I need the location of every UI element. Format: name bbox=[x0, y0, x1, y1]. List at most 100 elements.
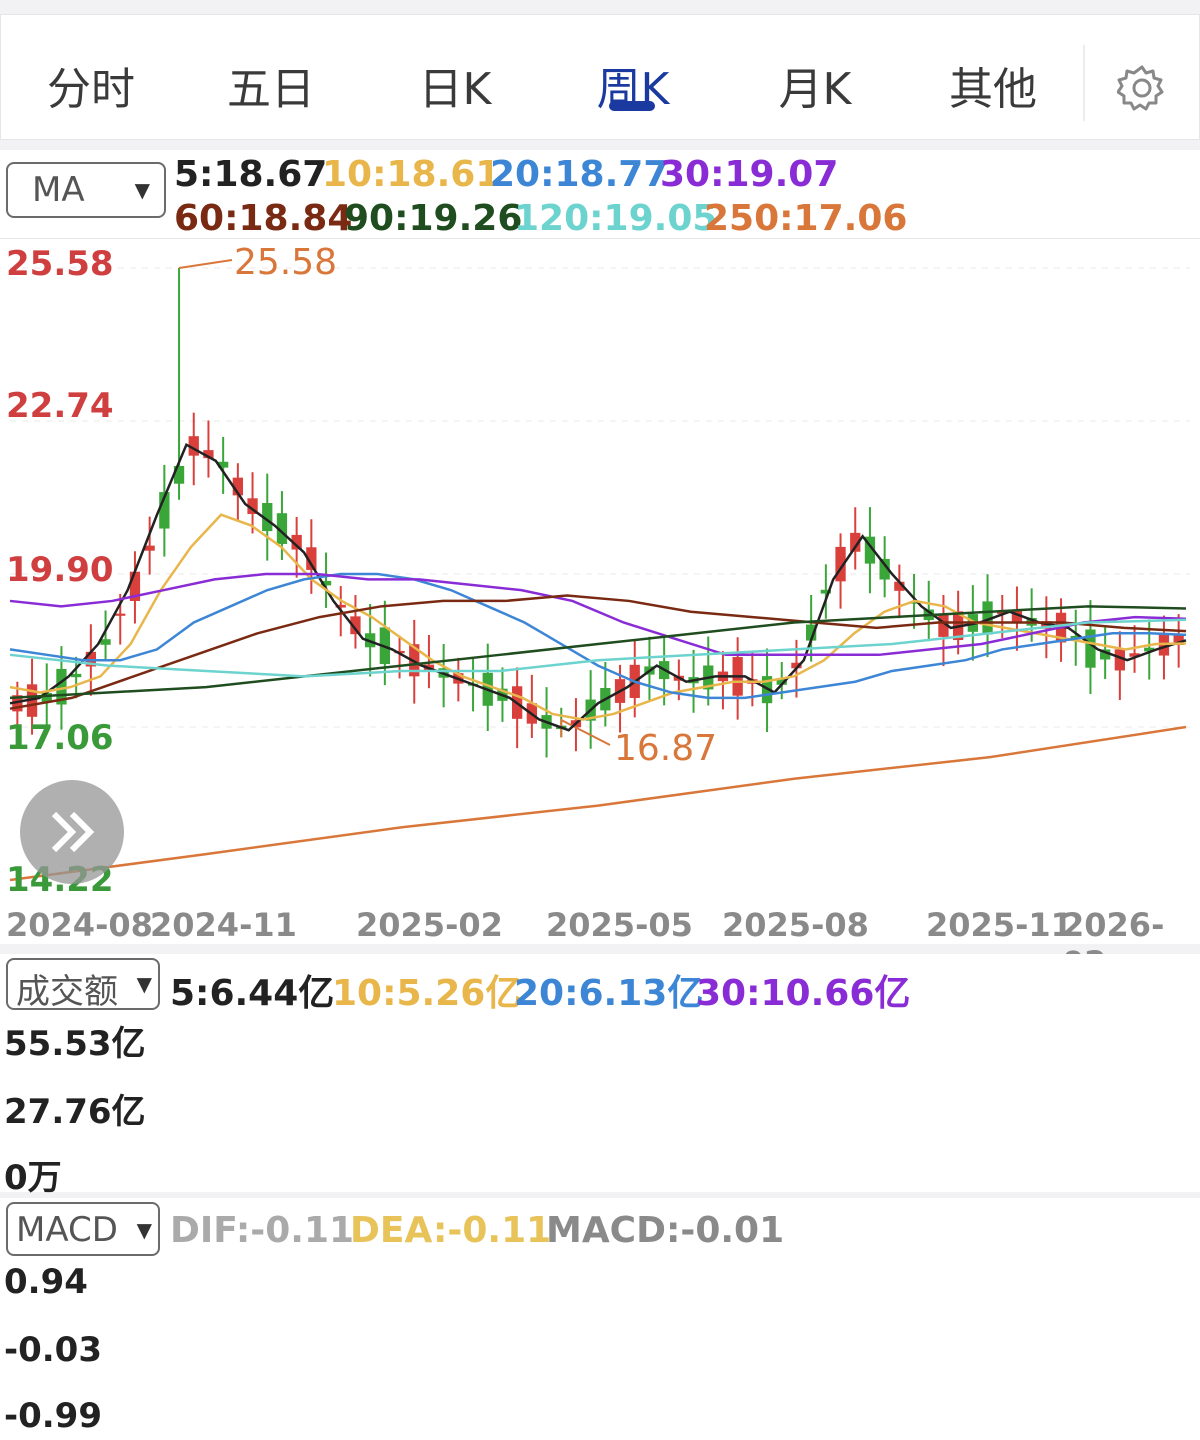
candle-body bbox=[129, 571, 141, 601]
candle-body bbox=[997, 611, 1008, 615]
macd-header bbox=[0, 1198, 1200, 1258]
candle-body bbox=[12, 695, 23, 712]
macd-legend: MACD:-0.01 bbox=[546, 1210, 785, 1251]
chevron-down-icon: ▼ bbox=[136, 1218, 152, 1242]
candle-body bbox=[1085, 629, 1096, 668]
chevron-down-icon: ▼ bbox=[136, 972, 152, 996]
low-annotation-leader bbox=[560, 718, 611, 746]
ma-line-30 bbox=[9, 572, 1187, 657]
candle-body bbox=[144, 545, 155, 551]
ma-line-60 bbox=[9, 594, 1187, 710]
candle-body bbox=[982, 601, 993, 635]
candle-body bbox=[41, 692, 52, 703]
candle-body bbox=[26, 684, 38, 717]
candle-body bbox=[56, 668, 67, 705]
ma-selector-label: MA bbox=[32, 170, 85, 210]
vol-y-min: 0万 bbox=[4, 1158, 62, 1198]
vol-ma30-legend: 30:10.66亿 bbox=[696, 973, 911, 1014]
x-label-2: 2024-11 bbox=[150, 906, 297, 944]
y-label-4: 17.06 bbox=[6, 718, 114, 758]
candle-body bbox=[1129, 653, 1140, 657]
macd-y-mid: -0.03 bbox=[4, 1330, 102, 1370]
candle-body bbox=[320, 580, 332, 586]
ma120-legend: 120:19.05 bbox=[514, 198, 718, 239]
candle-body bbox=[820, 589, 831, 594]
x-label-5: 2025-08 bbox=[722, 906, 869, 944]
candle-body bbox=[864, 536, 876, 564]
double-chevron-right-icon bbox=[51, 811, 95, 853]
tab-other[interactable]: 其他 bbox=[949, 64, 1037, 115]
x-label-4: 2025-05 bbox=[546, 906, 693, 944]
candle-body bbox=[100, 639, 111, 645]
candle-body bbox=[188, 436, 199, 456]
tab-intraday[interactable]: 分时 bbox=[47, 64, 135, 115]
gear-icon[interactable] bbox=[1117, 63, 1167, 113]
candle-body bbox=[806, 624, 817, 641]
dea-legend: DEA:-0.11 bbox=[350, 1210, 552, 1251]
vol-y-max: 55.53亿 bbox=[4, 1024, 146, 1064]
high-price-annotation: 25.58 bbox=[234, 242, 338, 283]
ma-line-250 bbox=[9, 725, 1187, 882]
tab-monthly-k[interactable]: 月K bbox=[778, 64, 852, 115]
vol-y-mid: 27.76亿 bbox=[4, 1092, 146, 1132]
tab-weekly-k[interactable]: 周K bbox=[553, 53, 713, 115]
ma-line-10 bbox=[9, 513, 1187, 721]
ma90-legend: 90:19.26 bbox=[344, 198, 523, 239]
ma20-legend: 20:18.77 bbox=[490, 154, 669, 195]
candle-body bbox=[938, 614, 949, 637]
indicator-selector-ma[interactable]: MA ▼ bbox=[6, 162, 166, 218]
x-label-1: 2024-08 bbox=[6, 906, 153, 944]
vol-ma10-legend: 10:5.26亿 bbox=[332, 973, 522, 1014]
vol-ma5-legend: 5:6.44亿 bbox=[170, 973, 335, 1014]
ma10-legend: 10:18.61 bbox=[322, 154, 501, 195]
active-tab-indicator bbox=[609, 101, 655, 111]
candle-body bbox=[908, 601, 920, 604]
candle-body bbox=[173, 465, 185, 484]
date-axis bbox=[0, 902, 1200, 944]
candle-body bbox=[791, 662, 802, 669]
candle-body bbox=[1114, 649, 1125, 671]
vol-ma20-legend: 20:6.13亿 bbox=[514, 973, 704, 1014]
indicator-selector-volume[interactable]: 成交额 ▼ bbox=[6, 958, 160, 1012]
ma30-legend: 30:19.07 bbox=[660, 154, 839, 195]
y-label-3: 19.90 bbox=[6, 550, 114, 590]
candle-body bbox=[835, 546, 846, 582]
macd-y-max: 0.94 bbox=[4, 1262, 88, 1302]
candle-body bbox=[159, 492, 170, 529]
tab-daily-k[interactable]: 日K bbox=[418, 64, 492, 115]
volume-header bbox=[0, 954, 1200, 1012]
candle-body bbox=[71, 673, 82, 678]
ma-line-20 bbox=[9, 572, 1187, 700]
candle-body bbox=[894, 581, 905, 591]
ma-line-5 bbox=[9, 442, 1187, 732]
ma-header bbox=[0, 150, 1200, 240]
candle-body bbox=[879, 558, 890, 580]
macd-selector-label: MACD bbox=[16, 1210, 118, 1250]
volume-chart[interactable] bbox=[0, 1012, 1200, 1192]
expand-button[interactable] bbox=[20, 780, 124, 884]
candle-body bbox=[291, 534, 302, 550]
kline-chart[interactable] bbox=[0, 238, 1200, 903]
candle-body bbox=[1173, 635, 1184, 646]
candle-body bbox=[262, 503, 273, 532]
y-label-max: 25.58 bbox=[6, 244, 114, 284]
tab-five-day[interactable]: 五日 bbox=[227, 64, 315, 115]
tab-divider bbox=[1083, 45, 1085, 121]
candle-body bbox=[776, 678, 787, 685]
y-label-2: 22.74 bbox=[6, 386, 114, 426]
ma-line-120 bbox=[9, 618, 1187, 678]
x-label-3: 2025-02 bbox=[356, 906, 503, 944]
volume-selector-label: 成交额 bbox=[16, 972, 118, 1012]
indicator-selector-macd[interactable]: MACD ▼ bbox=[6, 1202, 160, 1256]
ma-line-90 bbox=[9, 605, 1187, 700]
macd-chart[interactable] bbox=[0, 1258, 1200, 1440]
candle-body bbox=[350, 616, 361, 635]
candle-body bbox=[203, 450, 214, 459]
candle-body bbox=[218, 461, 229, 468]
candle-body bbox=[276, 513, 288, 544]
candle-body bbox=[306, 547, 317, 570]
candle-body bbox=[1100, 649, 1111, 660]
candle-body bbox=[850, 532, 861, 552]
period-tab-bar: 分时 五日 日K 周K 月K 其他 bbox=[0, 14, 1200, 140]
candle-body bbox=[1011, 610, 1023, 623]
